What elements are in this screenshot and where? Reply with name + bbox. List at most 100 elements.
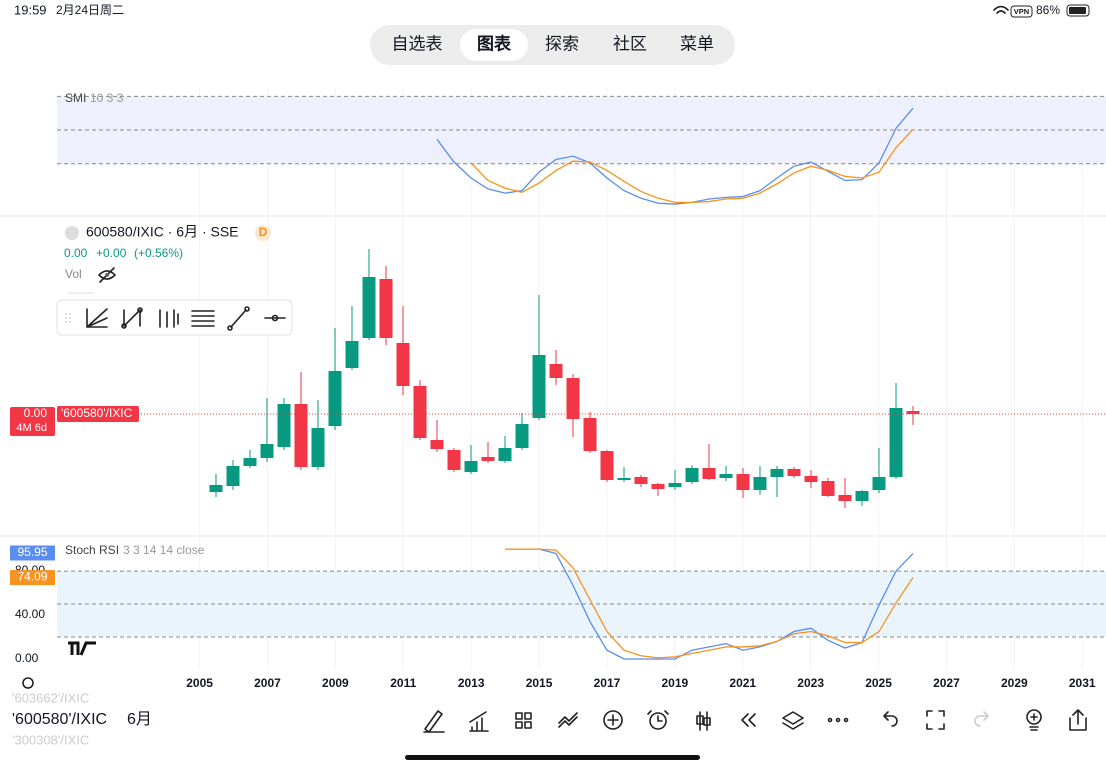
x-tick-label: 2029 bbox=[1001, 676, 1028, 690]
delay-badge: D bbox=[259, 225, 268, 239]
change: +0.00 bbox=[96, 246, 127, 260]
symbol-title: 600580/IXIC · 6月 · SSE bbox=[86, 224, 239, 240]
stoch-params: 3 3 14 14 close bbox=[123, 543, 205, 557]
candle-body bbox=[515, 424, 529, 448]
tab[interactable]: 菜单 bbox=[680, 34, 714, 53]
status-time: 19:59 bbox=[14, 2, 47, 17]
x-tick-label: 2031 bbox=[1069, 676, 1096, 690]
price-badge bbox=[10, 407, 55, 436]
x-tick-label: 2005 bbox=[186, 676, 213, 690]
candle-body bbox=[872, 477, 886, 490]
hidden-eye-icon[interactable] bbox=[98, 267, 116, 283]
settings-icon[interactable] bbox=[22, 677, 34, 689]
vpn-box bbox=[1010, 5, 1033, 18]
candle-body bbox=[651, 484, 665, 489]
x-tick-label: 2025 bbox=[865, 676, 892, 690]
candle-body bbox=[226, 466, 240, 486]
change-percent: (+0.56%) bbox=[134, 246, 183, 260]
candle-body bbox=[889, 408, 903, 477]
band bbox=[57, 96, 1106, 164]
x-tick-label: 2007 bbox=[254, 676, 281, 690]
candle-body bbox=[855, 491, 869, 501]
value-badge-label: 74.09 bbox=[17, 570, 47, 584]
tool-icons[interactable] bbox=[86, 306, 286, 331]
candle-body bbox=[260, 444, 274, 458]
symbol-logo bbox=[65, 226, 79, 240]
tab[interactable]: 社区 bbox=[613, 34, 647, 53]
next-symbol[interactable]: '300308'/IXIC bbox=[12, 732, 89, 747]
stoch-name: Stoch RSI bbox=[65, 543, 119, 557]
tv-logo bbox=[68, 641, 96, 656]
tab-bar bbox=[370, 25, 735, 65]
candle-body bbox=[481, 457, 495, 461]
prev-symbol[interactable]: '603662'/IXIC bbox=[12, 690, 89, 705]
x-tick-label: 2021 bbox=[729, 676, 756, 690]
candle-body bbox=[549, 364, 563, 378]
candle-body bbox=[838, 495, 852, 501]
x-tick-label: 2023 bbox=[797, 676, 824, 690]
tab[interactable]: 图表 bbox=[477, 33, 512, 53]
candle-body bbox=[770, 469, 784, 477]
x-tick-label: 2011 bbox=[390, 676, 416, 690]
smi-name: SMI bbox=[65, 91, 86, 105]
candle-body bbox=[634, 477, 648, 484]
candle-body bbox=[821, 481, 835, 496]
drag-handle[interactable] bbox=[65, 313, 71, 323]
x-tick-label: 2009 bbox=[322, 676, 349, 690]
series-badge-label: '600580'/IXIC bbox=[61, 406, 133, 420]
candle-body bbox=[719, 474, 733, 478]
vpn-label: VPN bbox=[1014, 7, 1029, 16]
interval[interactable]: 6月 bbox=[127, 711, 152, 728]
candle-body bbox=[243, 458, 257, 466]
price: 0.00 bbox=[64, 246, 88, 260]
candle-body bbox=[668, 483, 682, 487]
y-tick-label: 0.00 bbox=[15, 651, 39, 665]
candle-body bbox=[532, 355, 546, 418]
current-symbol[interactable]: '600580'/IXIC bbox=[12, 711, 107, 728]
indicator-line bbox=[470, 128, 914, 204]
value-badge-label: 95.95 bbox=[17, 545, 47, 559]
indicator-line bbox=[505, 548, 914, 660]
x-tick-label: 2027 bbox=[933, 676, 960, 690]
candle-body bbox=[736, 474, 750, 490]
x-tick-label: 2015 bbox=[526, 676, 553, 690]
candle-body bbox=[379, 279, 393, 338]
battery-fill bbox=[1069, 7, 1086, 14]
status-date: 2月24日周二 bbox=[56, 3, 124, 17]
candle-body bbox=[294, 404, 308, 467]
candle-body bbox=[362, 277, 376, 338]
candle-body bbox=[804, 476, 818, 482]
battery-icon bbox=[1066, 4, 1090, 17]
x-tick-label: 2019 bbox=[662, 676, 689, 690]
volume-label: Vol bbox=[65, 267, 82, 281]
candle-body bbox=[685, 468, 699, 482]
tab[interactable]: 自选表 bbox=[392, 34, 443, 53]
candle-body bbox=[311, 428, 325, 467]
x-tick-label: 2017 bbox=[594, 676, 621, 690]
candle-body bbox=[583, 418, 597, 451]
candle-body bbox=[413, 386, 427, 438]
candle-body bbox=[277, 404, 291, 447]
candle-body bbox=[566, 378, 580, 419]
x-tick-label: 2013 bbox=[458, 676, 485, 690]
candle-body bbox=[209, 485, 223, 492]
countdown-label: 4M 6d bbox=[16, 422, 47, 434]
candle-body bbox=[498, 448, 512, 461]
price-badge-label: 0.00 bbox=[24, 406, 48, 420]
candle-body bbox=[906, 411, 920, 414]
smi-params: 10 3 3 bbox=[90, 91, 124, 105]
bottom-toolbar[interactable] bbox=[423, 709, 1087, 733]
y-tick-label: 40.00 bbox=[15, 607, 45, 621]
series-badge bbox=[57, 406, 139, 422]
candle-body bbox=[787, 469, 801, 476]
badge-bg bbox=[255, 225, 271, 241]
wifi-icon bbox=[993, 5, 1009, 14]
candle-body bbox=[753, 477, 767, 490]
home-indicator bbox=[405, 755, 700, 760]
candle-body bbox=[464, 461, 478, 472]
candle-body bbox=[430, 440, 444, 449]
candle-body bbox=[617, 478, 631, 480]
candle-body bbox=[447, 450, 461, 470]
tab[interactable]: 探索 bbox=[545, 34, 579, 53]
